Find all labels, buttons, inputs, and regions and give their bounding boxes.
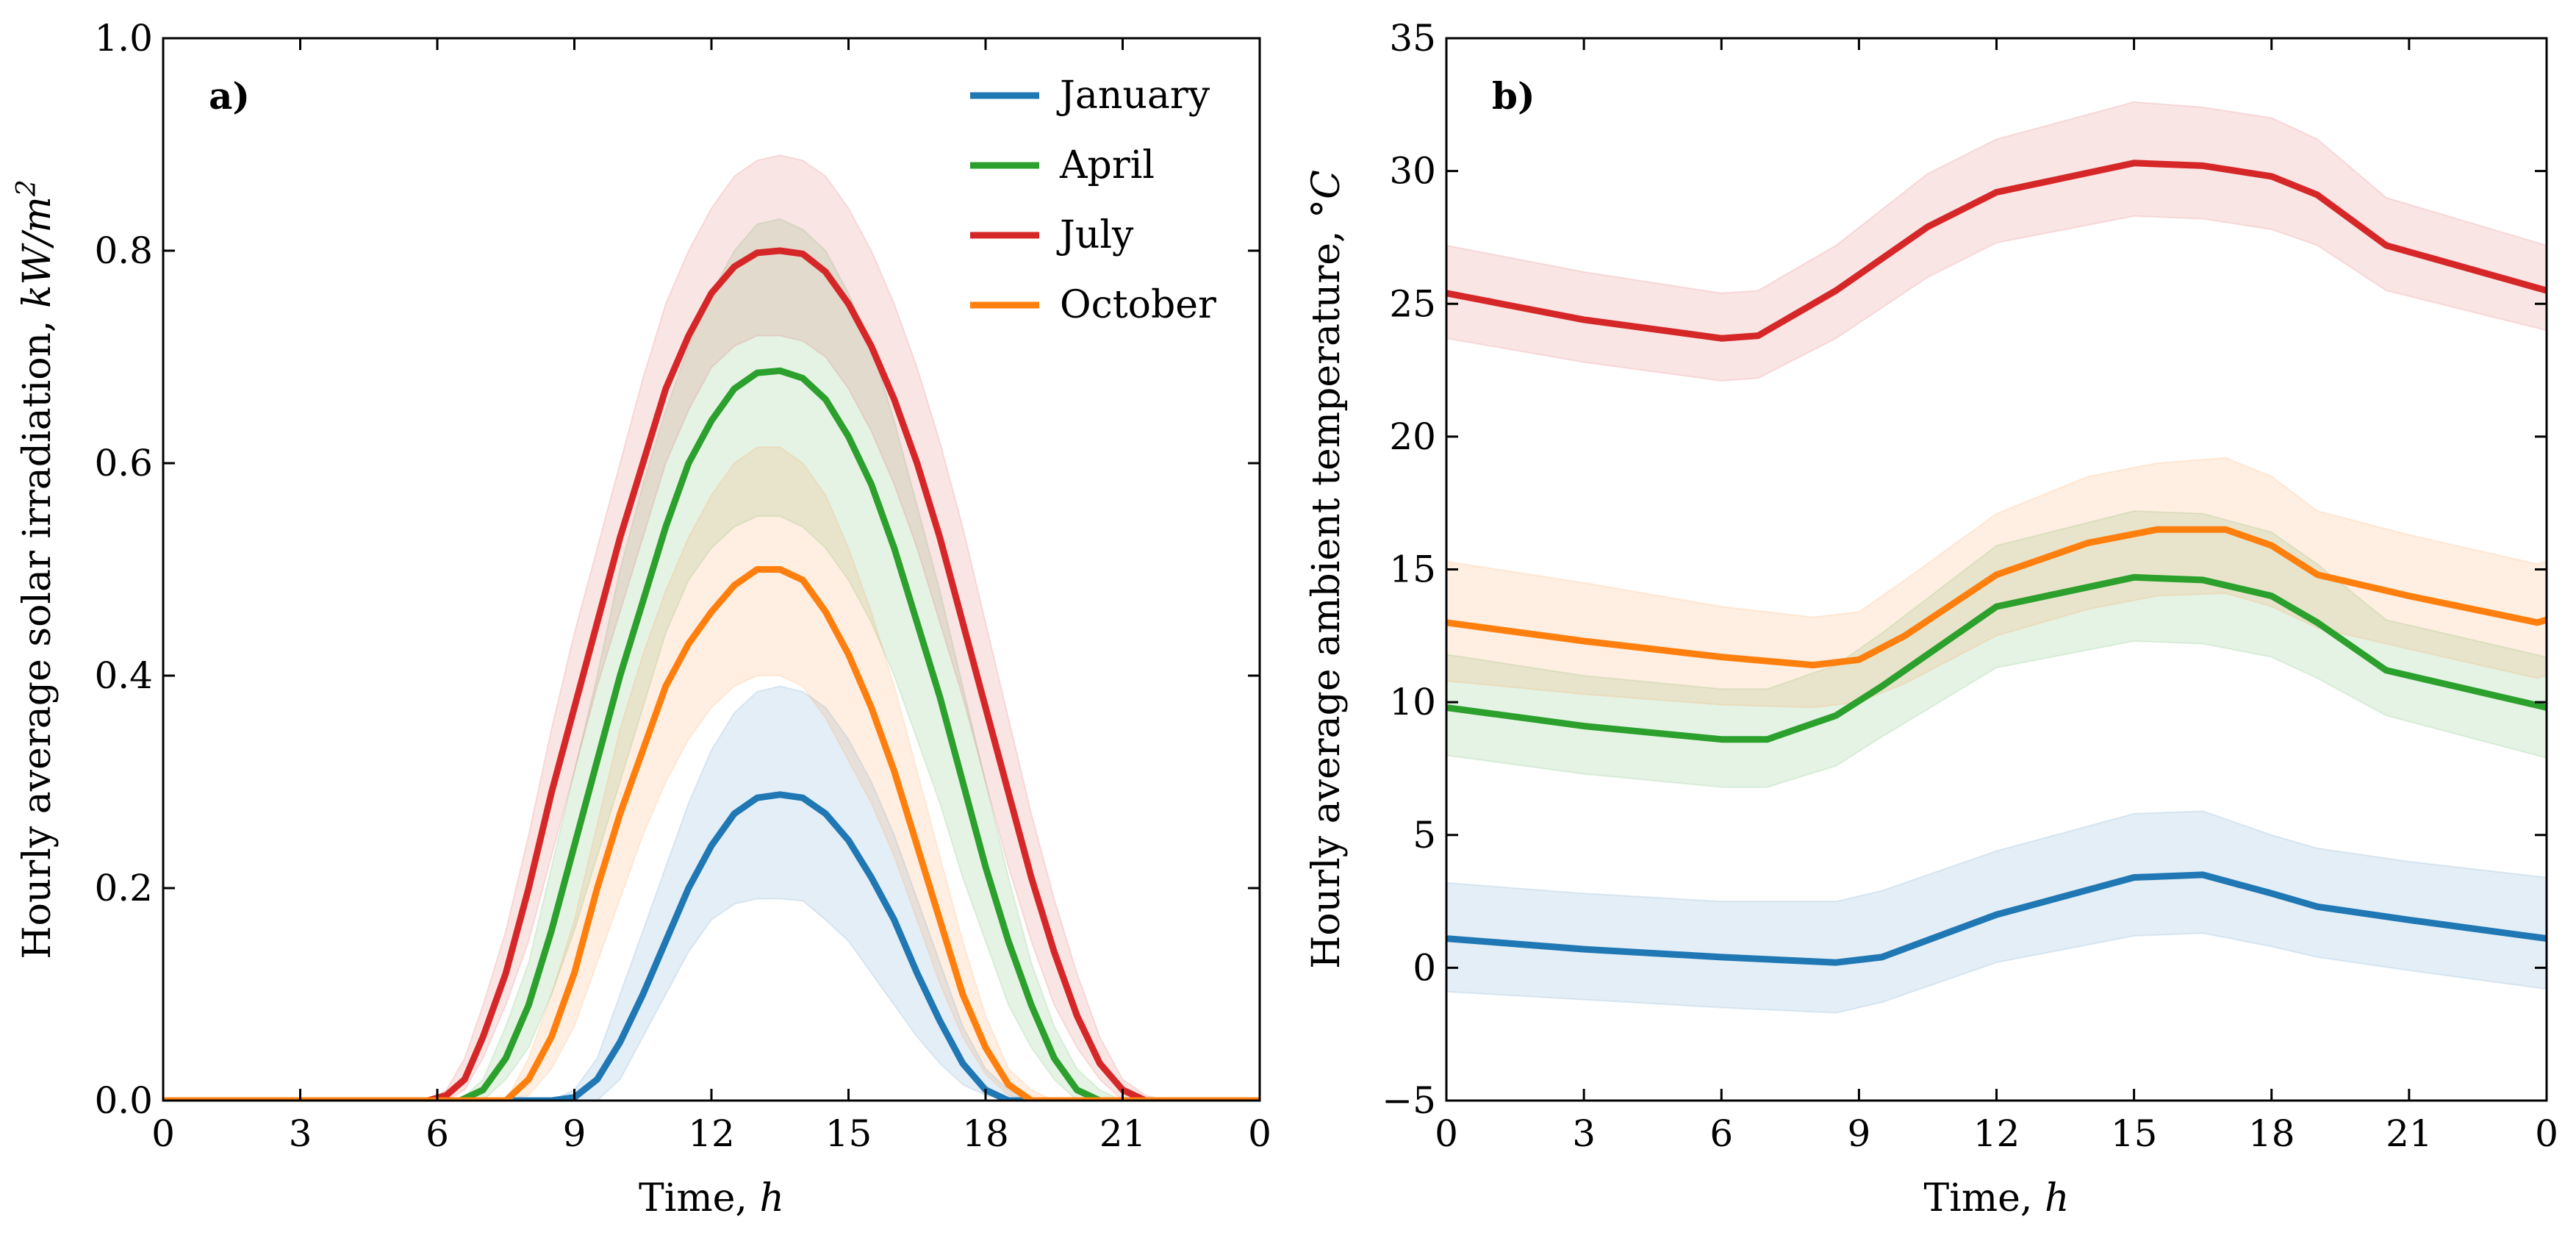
line-january: [1446, 871, 2547, 966]
y-tick-label: 0.4: [94, 654, 153, 697]
x-tick-label: 3: [1572, 1112, 1596, 1155]
x-tick-label: 21: [2386, 1112, 2433, 1155]
legend: January April July October: [970, 74, 1216, 327]
line-october: [163, 566, 1260, 1101]
y-tick-label: 20: [1389, 415, 1436, 458]
line-april: [1446, 573, 2547, 743]
y-axis-title: Hourly average solar irradiation, kW/m2: [12, 179, 60, 959]
y-tick-label: −5: [1382, 1079, 1436, 1122]
y-tick-label: 0.8: [94, 229, 153, 272]
y-tick-label: 10: [1389, 681, 1436, 723]
legend-label-october: October: [1060, 283, 1216, 327]
line-july: [163, 247, 1260, 1101]
x-tick-label: 0: [1435, 1112, 1458, 1155]
y-tick-label: 0.2: [94, 867, 153, 909]
series-lines: [1446, 160, 2547, 966]
y-tick-label: 30: [1389, 150, 1436, 193]
x-tick-label: 0: [151, 1112, 175, 1155]
x-tick-label: 18: [962, 1112, 1009, 1155]
confidence-bands: [163, 154, 1260, 1101]
y-tick-label: 35: [1389, 17, 1436, 60]
line-october: [1446, 526, 2547, 669]
band-april: [163, 218, 1260, 1101]
x-tick-label: 15: [2111, 1112, 2158, 1155]
x-tick-label: 6: [1709, 1112, 1733, 1155]
panel-label: a): [209, 74, 250, 118]
x-tick-label: 0: [2535, 1112, 2558, 1155]
x-tick-label: 12: [1973, 1112, 2020, 1155]
legend-label-january: January: [1056, 74, 1210, 118]
band-april: [1446, 509, 2547, 788]
series-lines: [163, 247, 1260, 1101]
band-october: [163, 446, 1260, 1101]
x-axis-title: Time, h: [1924, 1176, 2070, 1220]
legend-label-april: April: [1059, 143, 1155, 187]
band-january: [163, 685, 1260, 1101]
x-tick-label: 6: [426, 1112, 449, 1155]
y-tick-label: 1.0: [94, 17, 153, 60]
line-january: [163, 791, 1260, 1101]
legend-label-july: July: [1056, 213, 1134, 257]
x-tick-label: 15: [825, 1112, 872, 1155]
x-tick-label: 18: [2248, 1112, 2295, 1155]
x-tick-label: 3: [289, 1112, 312, 1155]
band-july: [1446, 101, 2547, 382]
y-tick-label: 15: [1389, 548, 1436, 591]
y-tick-label: 5: [1413, 814, 1436, 856]
y-tick-label: 0.0: [94, 1079, 153, 1122]
x-tick-label: 0: [1248, 1112, 1271, 1155]
y-axis-title: Hourly average ambient temperature, °C: [1305, 170, 1349, 969]
x-tick-label: 12: [688, 1112, 735, 1155]
line-july: [1446, 160, 2547, 342]
y-tick-label: 25: [1389, 282, 1436, 325]
x-tick-label: 9: [563, 1112, 586, 1155]
line-april: [163, 367, 1260, 1101]
panel-a-solar-irradiation-chart: 0 3 6 9 12 15 18 21 00.00.20.40.60.81.0a)Time, h…: [12, 17, 1271, 1220]
x-axis-title: Time, h: [639, 1176, 784, 1220]
band-july: [163, 154, 1260, 1101]
y-tick-label: 0: [1413, 946, 1436, 989]
x-tick-label: 9: [1847, 1112, 1870, 1155]
y-tick-label: 0.6: [94, 442, 153, 484]
x-tick-label: 21: [1099, 1112, 1147, 1155]
panel-label: b): [1492, 74, 1535, 118]
